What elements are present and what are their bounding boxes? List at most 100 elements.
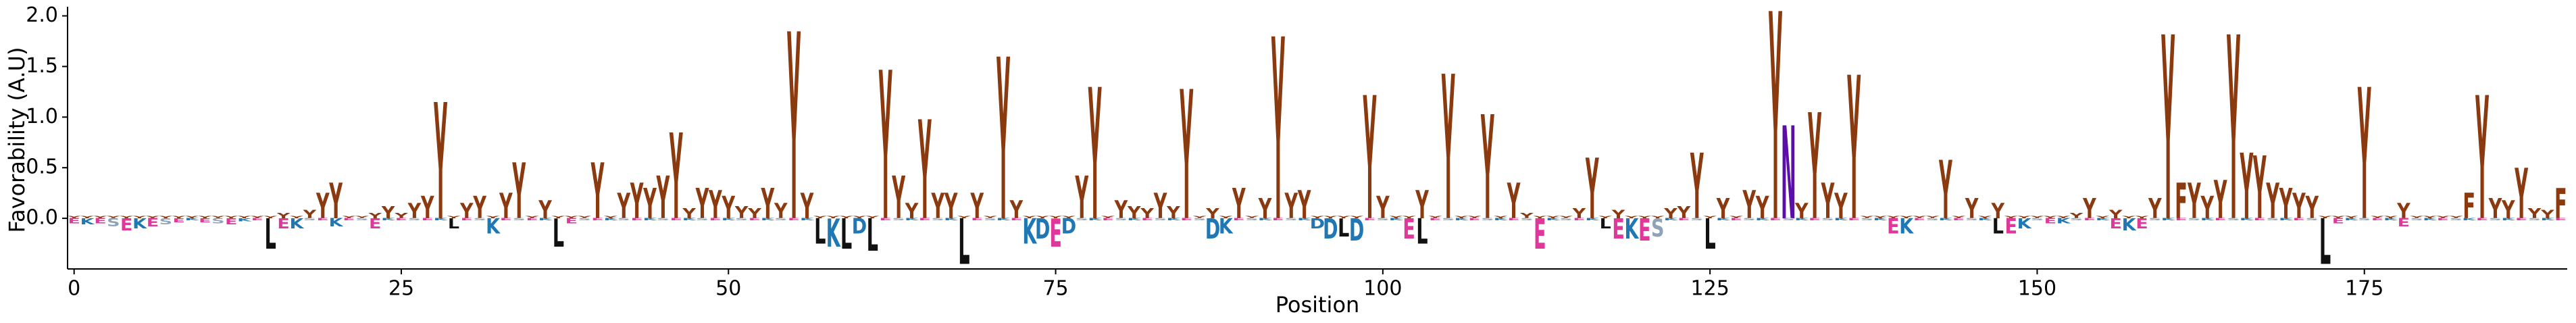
logo-letter: Y [1729,216,1744,219]
logo-letter: Y [1205,205,1219,222]
logo-letter: K [2200,218,2215,221]
logo-letter: Y [957,216,971,219]
logo-letter: Y [2540,208,2555,221]
logo-letter: Y [2082,193,2096,225]
logo-letter: K [2161,218,2176,221]
logo-letter: Y [1481,86,1494,253]
logo-letter: K [381,218,396,221]
logo-letter: Y [2266,174,2279,230]
logo-letter: E [2136,216,2148,232]
logo-letter: Y [2292,187,2306,227]
logo-letter: Y [2383,216,2398,219]
logo-letter: Y [1808,84,1821,253]
logo-letter: E [461,218,473,221]
logo-letter: Y [394,212,408,220]
logo-letter: Y [670,109,683,247]
logo-letter: E [1887,214,1899,239]
logo-letter: K [1977,218,1992,221]
logo-letter: Y [603,216,618,219]
logo-letter: S [735,218,748,221]
logo-letter: Y [1939,145,1952,238]
logo-letter: L [840,211,852,259]
logo-letter: Y [302,208,317,221]
logo-letter: Y [630,174,643,230]
logo-letter: S [2188,218,2200,221]
logo-letter: Y [250,216,265,219]
x-tick-label: 100 [1363,277,1402,301]
y-axis-label: Favorability (A.U) [4,47,30,233]
logo-letter: K [132,216,148,232]
logo-letter: Y [2344,216,2358,219]
logo-letter: Y [813,216,828,219]
logo-letter: Y [434,70,447,256]
logo-letter: Y [656,166,670,233]
logo-letter: K [800,218,815,221]
logo-letter: Y [1663,205,1677,222]
logo-letter: Y [2435,216,2450,219]
logo-letter: Y [407,199,422,223]
logo-letter: K [603,218,618,221]
logo-letter: L [958,207,969,279]
logo-letter: Y [2121,216,2136,219]
logo-letter: Y [355,216,370,219]
logo-letter: S [2450,218,2463,221]
logo-letter: E [251,218,263,221]
logo-letter: Y [459,199,474,223]
logo-letter: S [1193,218,1206,221]
logo-letter: K [1127,218,1142,221]
logo-letter: Y [2095,216,2110,219]
logo-letter: Y [2240,135,2253,240]
logo-letter: Y [1742,182,1756,228]
logo-letter: E [2254,218,2266,221]
logo-letter: K [1494,218,1509,221]
logo-letter: Y [1244,216,1259,219]
logo-letter: Y [145,216,160,219]
logo-letter: S [984,218,996,221]
logo-letter: Y [2213,170,2227,231]
logo-letter: K [486,214,501,239]
logo-letter: L [1338,214,1349,243]
logo-letter: Y [2188,174,2201,230]
logo-letter: Y [276,212,291,220]
logo-letter: S [2070,218,2083,221]
logo-letter: S [1690,218,1703,221]
logo-letter: Y [119,216,134,219]
logo-letter: Y [499,187,513,227]
logo-letter: Y [1401,216,1416,219]
logo-letter: Y [970,187,984,227]
logo-letter: Y [722,190,736,226]
logo-letter: Y [734,203,749,223]
logo-letter: K [1546,218,1561,221]
logo-letter: Y [2422,216,2437,219]
logo-letter: Y [1925,216,1940,219]
logo-letter: S [1520,218,1533,221]
logo-letter: S [1376,218,1389,221]
logo-letter: Y [1048,216,1063,219]
logo-letter: S [1861,218,1873,221]
y-tick-label: 2.0 [26,3,58,27]
logo-letter: F [2175,174,2187,230]
logo-letter: Y [1061,216,1076,219]
logo-letter: E [68,217,80,225]
logo-letter: Y [1912,216,1927,219]
logo-letter: E [1769,218,1782,221]
logo-letter: E [343,218,355,221]
logo-letter: Y [538,195,552,224]
logo-letter: Y [1232,180,1245,228]
logo-letter: Y [2317,216,2332,219]
logo-letter: L [448,216,459,232]
logo-letter: Y [2069,212,2083,220]
logo-letter: Y [996,13,1010,271]
logo-letter: Y [1650,216,1665,219]
logo-letter: S [355,218,368,221]
logo-letter: Y [315,187,330,227]
logo-letter: Y [761,180,774,228]
logo-letter: Y [1297,182,1311,228]
logo-letter: E [2083,218,2096,221]
logo-letter: E [120,216,132,235]
logo-letter: Y [1637,216,1652,219]
logo-letter: Y [1755,190,1769,226]
logo-letter: Y [132,216,147,219]
logo-letter: Y [2515,153,2529,234]
logo-letter: Y [158,216,173,219]
